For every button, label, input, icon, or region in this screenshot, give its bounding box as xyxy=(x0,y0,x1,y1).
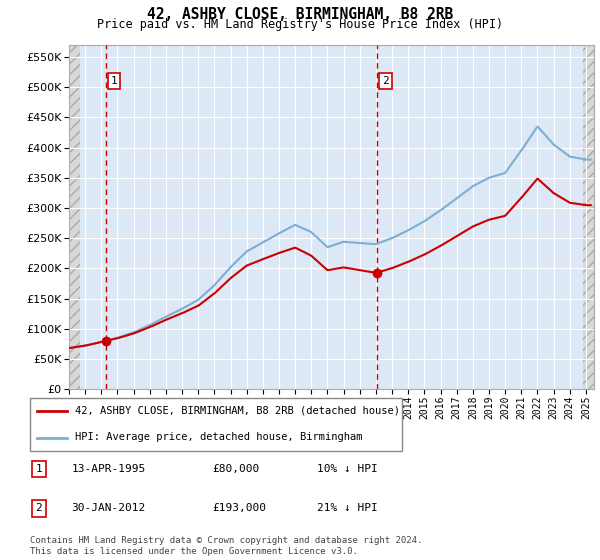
Text: 1: 1 xyxy=(110,76,118,86)
Text: 21% ↓ HPI: 21% ↓ HPI xyxy=(317,503,378,513)
Text: Price paid vs. HM Land Registry's House Price Index (HPI): Price paid vs. HM Land Registry's House … xyxy=(97,18,503,31)
Text: £80,000: £80,000 xyxy=(212,464,259,474)
Text: 2: 2 xyxy=(382,76,389,86)
Text: 42, ASHBY CLOSE, BIRMINGHAM, B8 2RB (detached house): 42, ASHBY CLOSE, BIRMINGHAM, B8 2RB (det… xyxy=(74,406,400,416)
FancyBboxPatch shape xyxy=(30,398,402,451)
Text: 30-JAN-2012: 30-JAN-2012 xyxy=(71,503,146,513)
Text: HPI: Average price, detached house, Birmingham: HPI: Average price, detached house, Birm… xyxy=(74,432,362,442)
Text: 42, ASHBY CLOSE, BIRMINGHAM, B8 2RB: 42, ASHBY CLOSE, BIRMINGHAM, B8 2RB xyxy=(147,7,453,22)
Text: £193,000: £193,000 xyxy=(212,503,266,513)
Text: Contains HM Land Registry data © Crown copyright and database right 2024.
This d: Contains HM Land Registry data © Crown c… xyxy=(30,536,422,556)
Text: 13-APR-1995: 13-APR-1995 xyxy=(71,464,146,474)
Text: 2: 2 xyxy=(35,503,42,513)
Text: 10% ↓ HPI: 10% ↓ HPI xyxy=(317,464,378,474)
Bar xyxy=(69,45,80,389)
Bar xyxy=(583,45,594,389)
Text: 1: 1 xyxy=(35,464,42,474)
